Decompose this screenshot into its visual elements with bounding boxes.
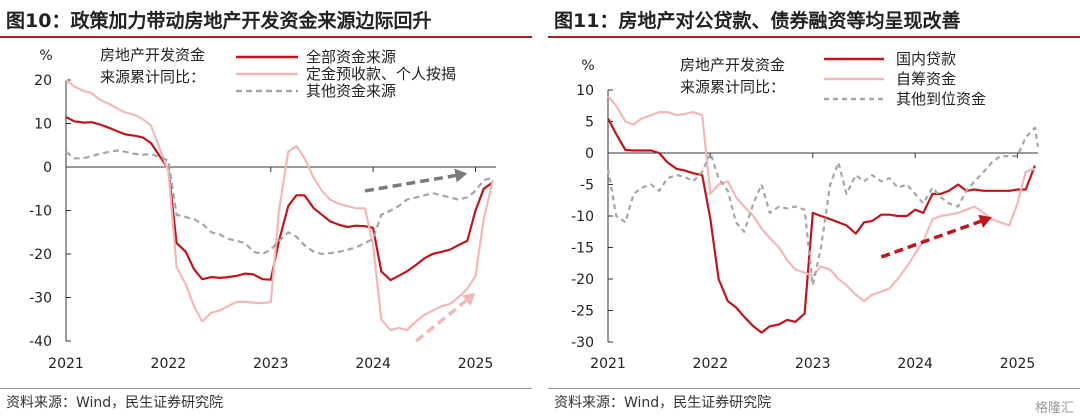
watermark-logo: 格隆汇 [1034, 401, 1074, 416]
series-line-2 [65, 79, 494, 332]
x-tick-label: 2023 [795, 356, 831, 372]
legend-label-1: 全部资金来源 [306, 48, 396, 66]
x-tick-label: 2025 [458, 356, 494, 372]
title-rule [0, 36, 532, 38]
series-line-3 [606, 126, 1040, 287]
y-tick-label: -30 [571, 335, 594, 351]
legend-title-line: 房地产开发资金 [100, 46, 205, 64]
legend-label-2: 定金预收款、个人按揭 [306, 65, 456, 83]
series-line-2 [607, 95, 1036, 303]
x-tick-label: 2022 [151, 356, 187, 372]
trend-arrow-head-2 [461, 293, 476, 307]
x-tick-label: 2025 [1000, 356, 1036, 372]
trend-arrow-1 [364, 173, 456, 193]
y-tick-label: 5 [585, 115, 594, 131]
x-tick-label: 2023 [253, 356, 289, 372]
y-tick-label: 0 [585, 146, 594, 162]
y-tick-label: -40 [29, 334, 52, 350]
y-tick-label: 0 [43, 160, 52, 176]
legend-label-3: 其他资金来源 [306, 82, 396, 100]
legend-title-line: 来源累计同比： [100, 68, 205, 86]
x-tick-label: 2024 [897, 356, 933, 372]
x-tick-label: 2024 [355, 356, 391, 372]
trend-arrow-head-1 [454, 168, 468, 183]
x-tick-label: 2021 [48, 356, 84, 372]
trend-arrow-1 [880, 219, 982, 259]
y-unit-label: % [581, 58, 594, 74]
chart-title: 图11：房地产对公贷款、债券融资等均呈现改善 [554, 10, 961, 32]
y-unit-label: % [39, 48, 52, 64]
source-rule [0, 388, 532, 389]
source-note: 资料来源：Wind，民生证券研究院 [6, 395, 224, 411]
chart-panel-left: 图10：政策加力带动房地产开发资金来源边际回升 % -40 -30 -20 -10 0 10… [0, 0, 532, 420]
chart-figure-10: % -40 -30 -20 -10 0 10 20 2021 2022 2023 2024 2025 房地… [29, 46, 496, 372]
y-tick-label: -5 [580, 178, 594, 194]
x-tick-label: 2021 [590, 356, 626, 372]
y-tick-label: -10 [571, 209, 594, 225]
x-tick-label: 2022 [693, 356, 729, 372]
y-tick-label: -15 [571, 241, 594, 257]
legend-label-3: 其他到位资金 [896, 90, 986, 108]
series-line-1 [65, 116, 494, 282]
source-rule [548, 388, 1080, 389]
trend-arrow-head-1 [978, 214, 992, 228]
legend-label-2: 自筹资金 [896, 70, 956, 88]
y-tick-label: -10 [29, 204, 52, 220]
y-tick-label: 20 [34, 73, 52, 89]
chart-title: 图10：政策加力带动房地产开发资金来源边际回升 [6, 10, 432, 32]
y-tick-label: -20 [571, 272, 594, 288]
chart-panel-right: 图11：房地产对公贷款、债券融资等均呈现改善 % -30 -25 -20 -15 -10 -… [548, 0, 1080, 420]
legend-label-1: 国内贷款 [896, 50, 956, 68]
legend-title-line: 来源累计同比： [680, 78, 785, 96]
series-line-1 [607, 117, 1036, 334]
y-tick-label: 10 [576, 83, 594, 99]
y-tick-label: -25 [571, 304, 594, 320]
legend-title-line: 房地产开发资金 [680, 56, 785, 74]
y-tick-label: -20 [29, 247, 52, 263]
y-tick-label: 10 [34, 117, 52, 133]
source-note: 资料来源：Wind，民生证券研究院 [554, 395, 772, 411]
trend-arrow-2 [415, 299, 468, 343]
y-tick-label: -30 [29, 291, 52, 307]
series-line-3 [65, 149, 494, 256]
title-rule [548, 36, 1080, 38]
chart-figure-11: % -30 -25 -20 -15 -10 -5 0 5 10 2021 2022 2023 2024 20… [571, 50, 1040, 372]
